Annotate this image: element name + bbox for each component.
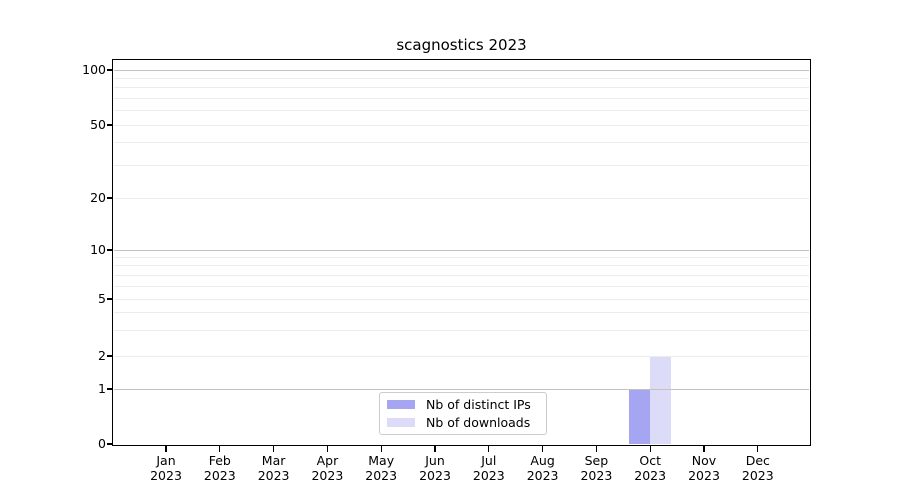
- x-tick-label-month: Feb: [208, 453, 231, 468]
- chart-title: scagnostics 2023: [396, 36, 527, 54]
- y-gridline-minor: [114, 285, 809, 287]
- y-gridline-minor: [114, 197, 809, 199]
- x-tick-label-year: 2023: [526, 468, 559, 483]
- x-tick: [219, 446, 221, 452]
- x-tick-label-year: 2023: [472, 468, 505, 483]
- x-tick-label-year: 2023: [203, 468, 236, 483]
- y-gridline-minor: [114, 142, 809, 144]
- y-tick-label: 0: [98, 436, 106, 451]
- y-gridline-minor: [114, 330, 809, 332]
- y-tick-label: 2: [98, 348, 106, 363]
- legend-swatch: [387, 400, 415, 410]
- x-tick-label-year: 2023: [150, 468, 182, 483]
- x-tick-label: Jul 2023: [462, 453, 516, 483]
- x-tick-label-month: Jan: [156, 453, 176, 468]
- y-tick: [107, 388, 113, 390]
- y-gridline-minor: [114, 256, 809, 258]
- legend-swatch: [387, 417, 415, 427]
- x-tick-label-month: Jun: [425, 453, 445, 468]
- y-gridline-minor: [114, 312, 809, 314]
- x-tick-label: Sep 2023: [569, 453, 623, 483]
- y-tick-label: 20: [90, 190, 106, 205]
- y-gridline-minor: [114, 298, 809, 300]
- x-tick-label-year: 2023: [741, 468, 774, 483]
- x-tick: [595, 446, 597, 452]
- x-tick-label-year: 2023: [688, 468, 720, 483]
- y-gridline-minor: [114, 165, 809, 167]
- y-tick-label: 5: [98, 291, 106, 306]
- x-tick: [542, 446, 544, 452]
- y-tick-label: 10: [90, 242, 106, 257]
- x-tick: [703, 446, 705, 452]
- x-tick-label: Jan 2023: [139, 453, 193, 483]
- legend-item: Nb of downloads: [387, 415, 539, 430]
- x-tick-label: Dec 2023: [731, 453, 785, 483]
- x-tick-label-year: 2023: [580, 468, 613, 483]
- x-tick-label-year: 2023: [419, 468, 451, 483]
- x-tick-label-month: Apr: [316, 453, 339, 468]
- y-tick: [107, 69, 113, 71]
- x-tick-label-month: Aug: [530, 453, 555, 468]
- x-tick-label: Apr 2023: [300, 453, 354, 483]
- y-tick-label: 100: [82, 62, 106, 77]
- legend-item: Nb of distinct IPs: [387, 397, 539, 412]
- y-tick-label: 50: [90, 117, 106, 132]
- y-gridline-minor: [114, 274, 809, 276]
- x-tick: [380, 446, 382, 452]
- x-tick-label: Mar 2023: [247, 453, 301, 483]
- x-tick-label-month: Nov: [691, 453, 717, 468]
- legend: Nb of distinct IPs Nb of downloads: [379, 392, 547, 435]
- y-gridline-minor: [114, 110, 809, 112]
- y-tick: [107, 443, 113, 445]
- x-tick-label-month: Oct: [639, 453, 661, 468]
- x-tick-label-month: Mar: [261, 453, 286, 468]
- y-gridline-major: [114, 388, 809, 390]
- x-tick-label: Feb 2023: [193, 453, 247, 483]
- x-tick-label-year: 2023: [634, 468, 667, 483]
- y-tick: [107, 298, 113, 300]
- x-tick-label-year: 2023: [365, 468, 398, 483]
- x-tick: [326, 446, 328, 452]
- y-gridline-minor: [114, 97, 809, 99]
- x-tick: [273, 446, 275, 452]
- y-gridline-minor: [114, 124, 809, 126]
- x-tick-label-year: 2023: [311, 468, 344, 483]
- x-tick: [649, 446, 651, 452]
- y-tick-label: 1: [98, 381, 106, 396]
- x-tick-label: Oct 2023: [623, 453, 677, 483]
- x-tick-label-month: Dec: [745, 453, 770, 468]
- y-gridline-minor: [114, 87, 809, 89]
- x-tick-label: May 2023: [354, 453, 408, 483]
- x-tick-label: Jun 2023: [408, 453, 462, 483]
- x-tick: [165, 446, 167, 452]
- y-tick: [107, 124, 113, 126]
- x-tick-label-year: 2023: [257, 468, 290, 483]
- y-gridline-minor: [114, 355, 809, 357]
- x-tick: [434, 446, 436, 452]
- legend-label: Nb of distinct IPs: [426, 397, 531, 413]
- y-gridline-minor: [114, 265, 809, 267]
- legend-label: Nb of downloads: [426, 414, 531, 430]
- x-tick-label-month: Sep: [584, 453, 609, 468]
- x-tick-label: Nov 2023: [677, 453, 731, 483]
- x-tick-label: Aug 2023: [516, 453, 570, 483]
- x-tick-label-month: Jul: [481, 453, 497, 468]
- y-tick: [107, 355, 113, 357]
- x-tick: [757, 446, 759, 452]
- y-tick: [107, 197, 113, 199]
- y-tick: [107, 249, 113, 251]
- y-gridline-major: [114, 69, 809, 71]
- bar-downloads: [650, 356, 672, 444]
- bar-distinct-ips: [629, 389, 651, 444]
- y-gridline-major: [114, 249, 809, 251]
- y-gridline-minor: [114, 77, 809, 79]
- x-tick: [488, 446, 490, 452]
- x-tick-label-month: May: [368, 453, 395, 468]
